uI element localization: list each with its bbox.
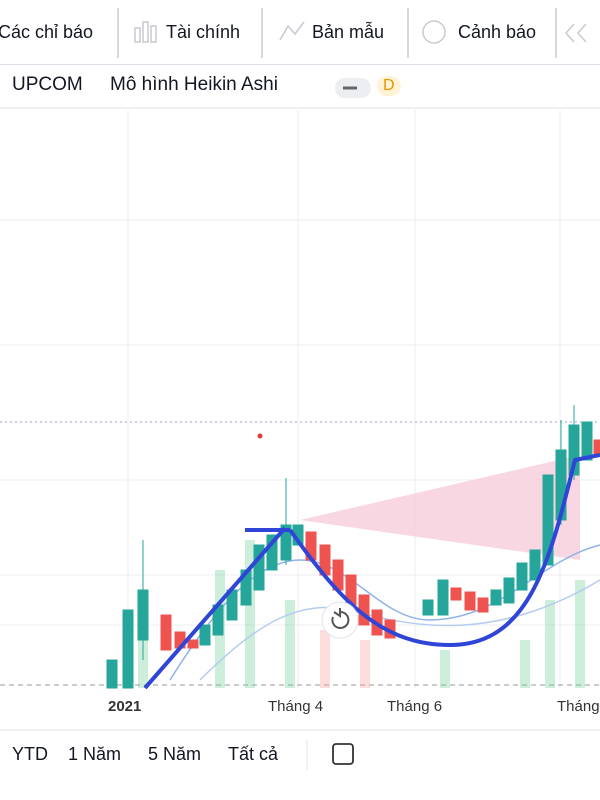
alerts-button[interactable]: Cảnh báo <box>458 22 537 42</box>
range-button[interactable]: YTD <box>12 744 48 764</box>
range-button[interactable]: 5 Năm <box>148 744 202 764</box>
pattern-area <box>300 455 580 560</box>
grid <box>0 110 600 688</box>
range-button[interactable]: 1 Năm <box>68 744 122 764</box>
toolbar: Các chỉ báo Tài chính Bản mẫu Cảnh báo <box>0 0 600 65</box>
templates-button[interactable]: Bản mẫu <box>312 22 385 42</box>
toolbar-icons <box>117 8 587 58</box>
reset-button[interactable] <box>321 601 359 639</box>
x-label: Tháng <box>557 698 600 715</box>
reset-icon <box>331 608 350 629</box>
marker <box>257 433 263 439</box>
range-button[interactable]: Tất cả <box>228 744 279 764</box>
financials-button[interactable]: Tài chính <box>166 22 241 42</box>
x-label: Tháng 6 <box>387 698 443 715</box>
date-range-icon[interactable] <box>332 743 354 765</box>
chart-style: Mô hình Heikin Ashi <box>110 74 278 95</box>
indicators-button[interactable]: Các chỉ báo <box>0 22 94 42</box>
exchange: UPCOM <box>12 74 83 95</box>
x-label: 2021 <box>108 698 142 715</box>
pattern-line <box>143 453 600 690</box>
x-label: Tháng 4 <box>268 698 324 715</box>
interval[interactable]: D <box>377 76 401 96</box>
